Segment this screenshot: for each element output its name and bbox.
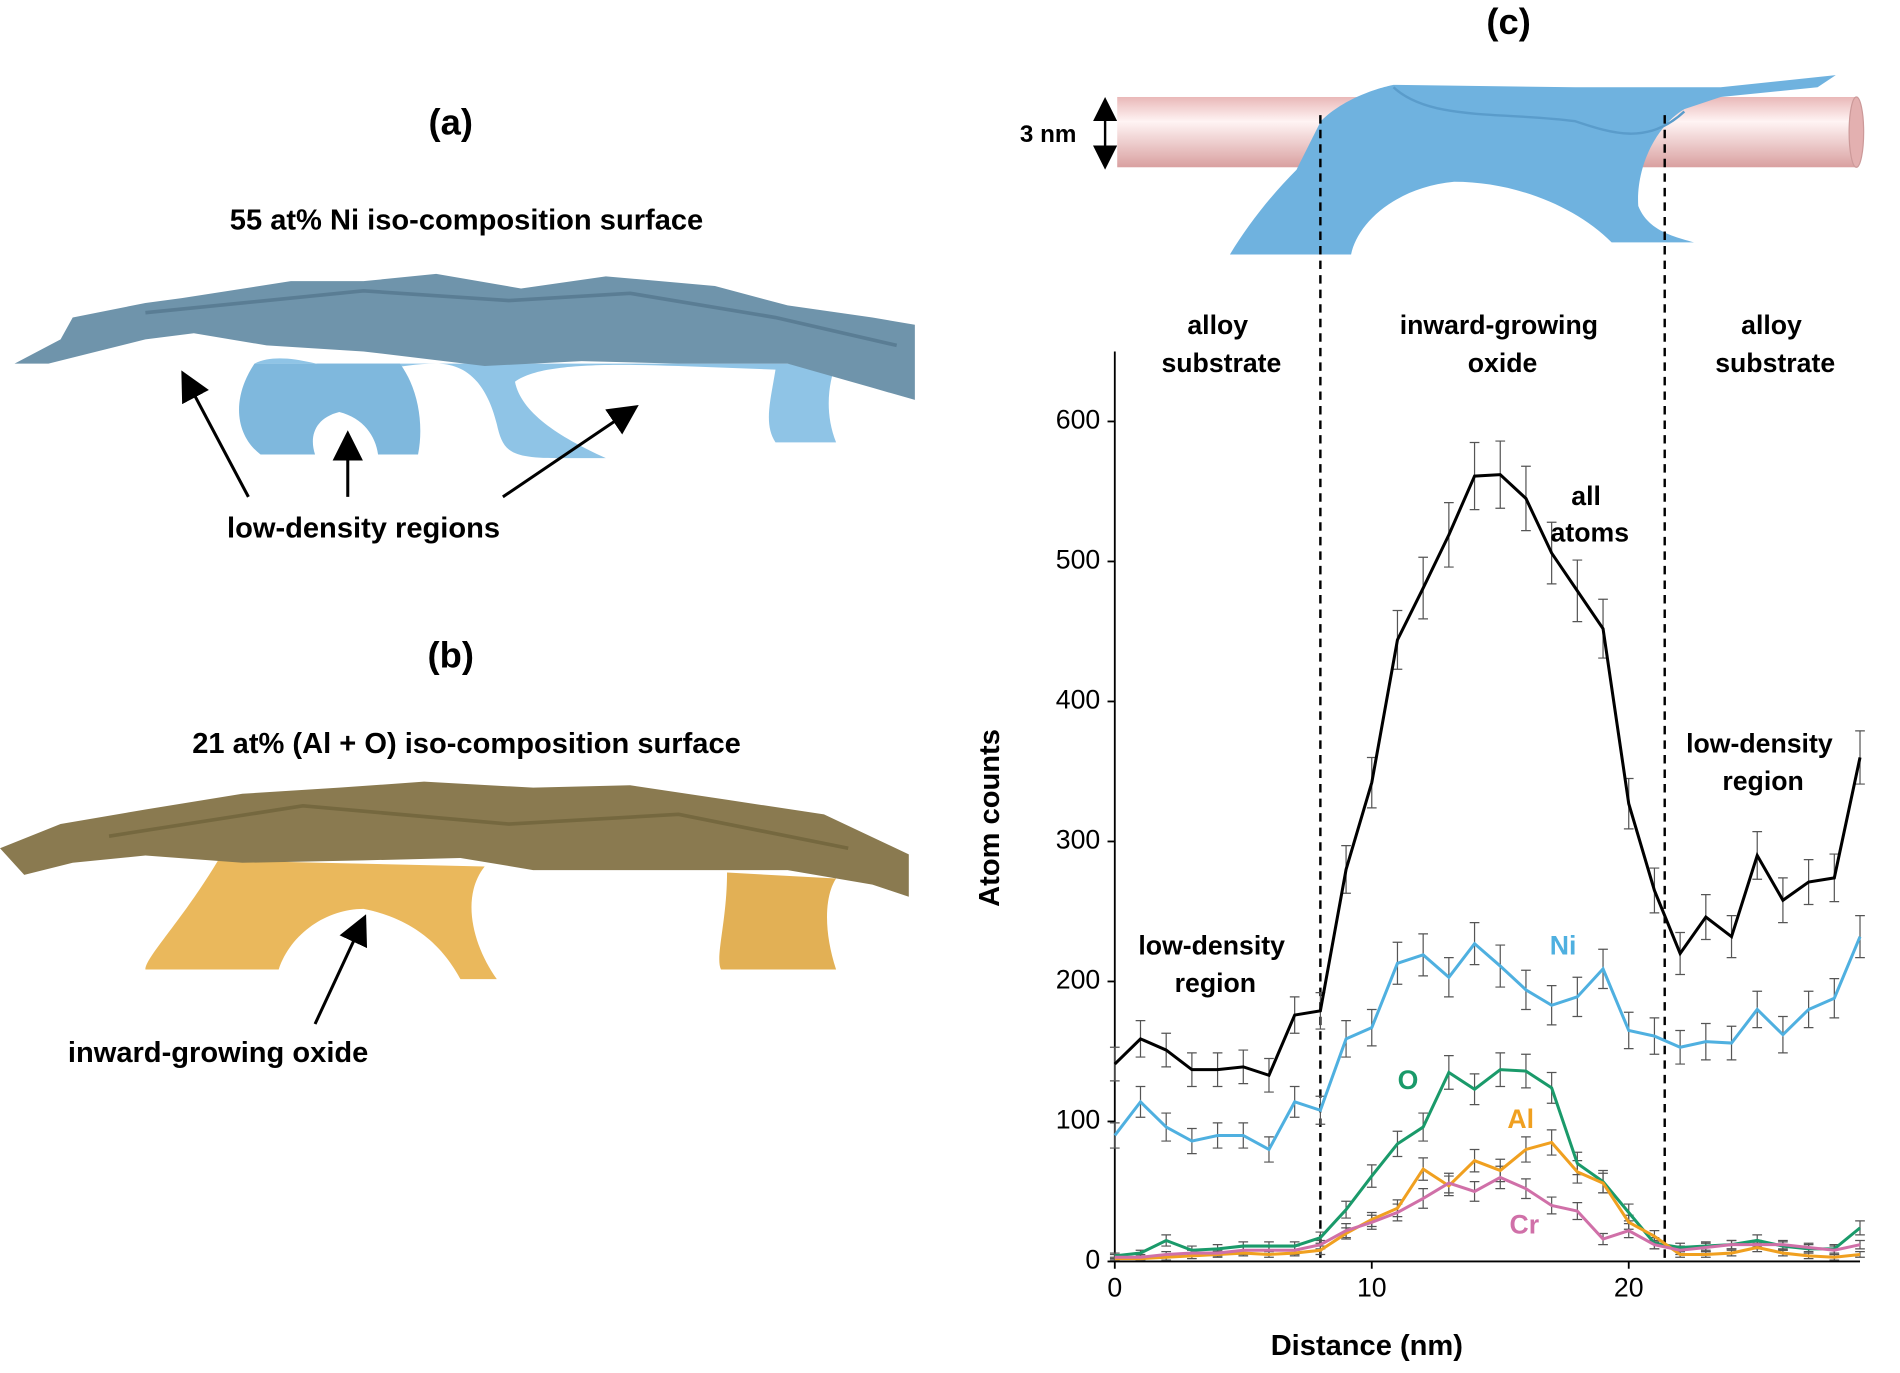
annotation: low-density region bbox=[1138, 931, 1292, 999]
panel-title: 21 at% (Al + O) iso-composition surface bbox=[192, 728, 741, 760]
series-line bbox=[1114, 1175, 1861, 1259]
y-tick-label: 100 bbox=[1056, 1105, 1100, 1135]
panel-label: (a) bbox=[429, 101, 473, 142]
x-tick-label: 20 bbox=[1614, 1272, 1644, 1302]
series-line bbox=[1114, 1068, 1861, 1258]
series-label: Ni bbox=[1550, 931, 1577, 961]
series-line bbox=[1114, 1140, 1861, 1261]
panel-label: (b) bbox=[428, 635, 474, 676]
error-bar bbox=[1109, 1122, 1120, 1149]
region-label: alloy substrate bbox=[1161, 310, 1281, 378]
error-bar bbox=[1109, 1046, 1120, 1082]
y-tick-label: 600 bbox=[1056, 405, 1100, 435]
error-bar bbox=[1855, 1239, 1865, 1250]
x-tick-label: 0 bbox=[1107, 1272, 1122, 1302]
y-axis-title: Atom counts bbox=[974, 729, 1006, 907]
panel-label: (c) bbox=[1486, 1, 1530, 42]
error-bar bbox=[1855, 1220, 1865, 1236]
series-line bbox=[1113, 473, 1862, 1078]
y-tick-label: 300 bbox=[1056, 825, 1100, 855]
series-label: Cr bbox=[1510, 1209, 1540, 1239]
y-tick-label: 400 bbox=[1056, 685, 1100, 715]
x-axis-title: Distance (nm) bbox=[1271, 1330, 1463, 1362]
y-tick-label: 0 bbox=[1085, 1245, 1100, 1275]
al-o-surface bbox=[0, 781, 909, 980]
annotation: low-density regions bbox=[227, 512, 500, 544]
annotation: inward-growing oxide bbox=[68, 1037, 368, 1069]
panel-title: 55 at% Ni iso-composition surface bbox=[230, 204, 703, 236]
region-label: inward-growing oxide bbox=[1400, 310, 1606, 378]
series-label: all atoms bbox=[1551, 481, 1629, 547]
error-bar bbox=[1855, 1251, 1865, 1258]
series-line bbox=[1113, 936, 1862, 1152]
series-label: Al bbox=[1507, 1104, 1534, 1134]
arrow bbox=[502, 405, 639, 499]
series-label: O bbox=[1398, 1065, 1419, 1095]
x-tick-label: 10 bbox=[1357, 1272, 1387, 1302]
cylinder-render bbox=[1117, 75, 1865, 255]
arrow bbox=[181, 370, 250, 498]
scale-bar-label: 3 nm bbox=[1020, 121, 1077, 148]
ni-surface bbox=[14, 273, 915, 459]
y-tick-label: 500 bbox=[1056, 545, 1100, 575]
y-tick-label: 200 bbox=[1056, 965, 1100, 995]
arrow bbox=[313, 914, 368, 1025]
region-label: alloy substrate bbox=[1715, 310, 1835, 378]
annotation: low-density region bbox=[1686, 728, 1840, 796]
